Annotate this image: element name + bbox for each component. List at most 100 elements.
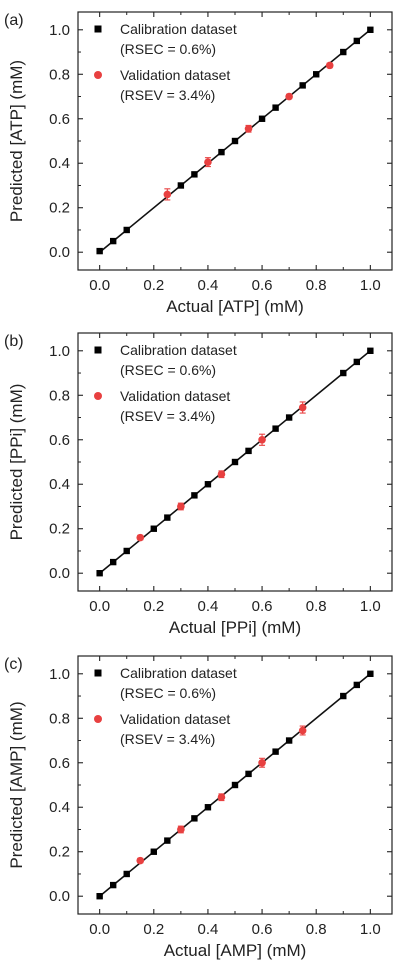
calibration-point bbox=[204, 804, 212, 811]
legend-series-note: (RSEV = 3.4%) bbox=[120, 731, 215, 747]
calibration-point bbox=[150, 848, 157, 855]
y-tick-label: 0.6 bbox=[49, 755, 70, 772]
validation-point bbox=[163, 190, 172, 199]
x-tick-label: 0.0 bbox=[89, 921, 110, 938]
calibration-point bbox=[272, 425, 279, 432]
calibration-point bbox=[191, 492, 198, 499]
calibration-point bbox=[231, 781, 239, 789]
calibration-point bbox=[109, 558, 117, 566]
calibration-point bbox=[109, 881, 117, 889]
calibration-point bbox=[367, 670, 374, 677]
x-tick-label: 0.6 bbox=[252, 921, 273, 938]
legend: Calibration dataset (RSEC = 0.6%) Validati… bbox=[94, 665, 237, 747]
validation-point bbox=[258, 435, 266, 444]
calibration-point bbox=[245, 447, 252, 455]
calibration-point bbox=[258, 115, 266, 122]
validation-point bbox=[217, 793, 226, 802]
calibration-point bbox=[313, 71, 320, 78]
y-tick-label: 0.6 bbox=[49, 432, 70, 449]
x-tick-label: 0.0 bbox=[89, 277, 110, 294]
calibration-point bbox=[164, 514, 171, 521]
y-tick-label: 0.8 bbox=[49, 387, 70, 404]
legend-series-name: Calibration dataset bbox=[120, 342, 237, 358]
legend-square-marker bbox=[94, 346, 102, 354]
chart-panel-2: 0.0 0.2 0.4 0.6 0.8 1.0 0.0 0.2 0.4 0.6 0.8 1.0 Actu… bbox=[4, 332, 393, 637]
calibration-point bbox=[96, 247, 103, 255]
calibration-point bbox=[367, 26, 374, 33]
calibration-point bbox=[353, 681, 361, 689]
calibration-point bbox=[164, 837, 171, 844]
legend-square-marker bbox=[94, 669, 102, 677]
legend-series-name: Calibration dataset bbox=[120, 665, 237, 681]
validation-point bbox=[204, 158, 212, 166]
y-axis-label: Predicted [AMP] (mM) bbox=[7, 701, 26, 868]
calibration-point bbox=[272, 104, 279, 111]
calibration-point bbox=[109, 237, 117, 245]
legend-square-marker bbox=[94, 25, 102, 33]
panel-label: (a) bbox=[4, 12, 24, 29]
calibration-point bbox=[204, 481, 212, 488]
calibration-point bbox=[353, 358, 361, 366]
y-tick-label: 0.2 bbox=[49, 200, 70, 217]
x-axis-label: Actual [ATP] (mM) bbox=[166, 297, 304, 316]
calibration-point bbox=[150, 525, 157, 532]
y-tick-label: 0.4 bbox=[49, 799, 70, 816]
validation-point bbox=[177, 502, 185, 511]
calibration-point bbox=[123, 870, 130, 878]
x-tick-label: 0.6 bbox=[252, 277, 273, 294]
x-tick-label: 0.8 bbox=[306, 277, 327, 294]
calibration-point bbox=[123, 547, 130, 555]
calibration-point bbox=[96, 893, 103, 900]
calibration-point bbox=[245, 770, 252, 778]
validation-point bbox=[217, 470, 226, 479]
x-tick-label: 0.4 bbox=[198, 277, 219, 294]
validation-point bbox=[298, 403, 307, 412]
calibration-point bbox=[231, 458, 239, 466]
y-tick-label: 0.4 bbox=[49, 476, 70, 493]
validation-point bbox=[285, 92, 293, 101]
y-tick-label: 1.0 bbox=[49, 22, 70, 39]
chart-panel-3: 0.0 0.2 0.4 0.6 0.8 1.0 0.0 0.2 0.4 0.6 0.8 1.0 Actu… bbox=[4, 655, 393, 960]
legend-series-name: Calibration dataset bbox=[120, 21, 237, 37]
calibration-point bbox=[231, 137, 239, 145]
calibration-point bbox=[367, 347, 374, 354]
x-tick-label: 0.4 bbox=[198, 921, 219, 938]
calibration-point bbox=[96, 570, 103, 577]
y-tick-label: 0.8 bbox=[49, 710, 70, 727]
y-tick-label: 0.0 bbox=[49, 888, 70, 905]
validation-point bbox=[136, 533, 145, 542]
y-tick-label: 0.0 bbox=[49, 565, 70, 582]
validation-point bbox=[136, 856, 145, 865]
legend-circle-marker bbox=[94, 392, 102, 400]
x-tick-label: 1.0 bbox=[360, 598, 381, 615]
legend: Calibration dataset (RSEC = 0.6%) Validati… bbox=[94, 21, 237, 103]
legend-series-note: (RSEC = 0.6%) bbox=[120, 362, 216, 378]
x-axis-label: Actual [PPi] (mM) bbox=[169, 618, 301, 637]
calibration-point bbox=[340, 48, 347, 56]
chart-panel-1: 0.0 0.2 0.4 0.6 0.8 1.0 0.0 0.2 0.4 0.6 0.8 1.0 Actu… bbox=[4, 11, 393, 316]
x-tick-label: 1.0 bbox=[360, 921, 381, 938]
y-tick-label: 1.0 bbox=[49, 666, 70, 683]
y-tick-label: 0.8 bbox=[49, 66, 70, 83]
legend-circle-marker bbox=[94, 71, 102, 79]
legend-series-name: Validation dataset bbox=[120, 711, 230, 727]
panel-label: (c) bbox=[4, 656, 23, 673]
legend-series-name: Validation dataset bbox=[120, 67, 230, 83]
validation-point bbox=[298, 726, 307, 735]
y-tick-label: 0.6 bbox=[49, 111, 70, 128]
y-tick-label: 0.2 bbox=[49, 844, 70, 861]
x-tick-label: 0.2 bbox=[143, 921, 164, 938]
x-tick-label: 0.8 bbox=[306, 921, 327, 938]
calibration-point bbox=[340, 369, 347, 377]
x-tick-label: 0.0 bbox=[89, 598, 110, 615]
x-tick-label: 0.8 bbox=[306, 598, 327, 615]
legend-series-note: (RSEC = 0.6%) bbox=[120, 41, 216, 57]
x-tick-label: 0.4 bbox=[198, 598, 219, 615]
y-axis-label: Predicted [PPi] (mM) bbox=[7, 384, 26, 541]
legend-series-note: (RSEV = 3.4%) bbox=[120, 408, 215, 424]
calibration-point bbox=[299, 82, 306, 89]
calibration-point bbox=[340, 692, 347, 700]
x-axis-label: Actual [AMP] (mM) bbox=[164, 941, 307, 960]
y-tick-label: 0.4 bbox=[49, 155, 70, 172]
